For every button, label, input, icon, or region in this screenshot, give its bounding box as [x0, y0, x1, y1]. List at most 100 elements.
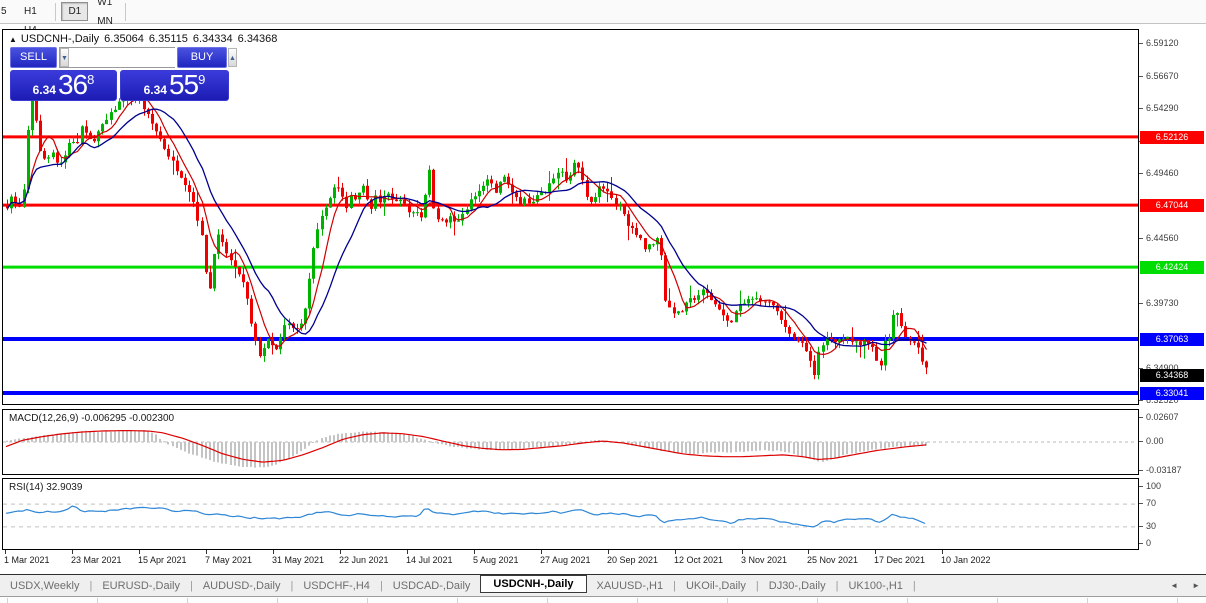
rsi-panel[interactable]: RSI(14) 32.9039 [2, 478, 1139, 550]
tab-separator: | [673, 579, 676, 592]
chart-tab-uk100-h1[interactable]: UK100-,H1 [848, 579, 903, 592]
toolbar-separator [124, 2, 126, 21]
level-price-label: 6.37063 [1140, 333, 1204, 346]
price-axis[interactable]: 6.591206.566706.542906.518406.494606.445… [1139, 29, 1206, 405]
date-tick [942, 550, 943, 554]
bid-price-main: 36 [57, 69, 88, 100]
pane-column-divider [277, 598, 278, 603]
date-tick [541, 550, 542, 554]
chart-tab-usdchf-h4[interactable]: USDCHF-,H4 [303, 579, 370, 592]
tab-scroll-left-icon[interactable]: ◄ [1170, 581, 1179, 590]
chart-tab-dj30-daily[interactable]: DJ30-,Daily [768, 579, 826, 592]
price-tick-label: 6.59120 [1146, 38, 1179, 48]
volume-decrease-icon[interactable]: ▼ [60, 48, 69, 67]
pane-column-divider [367, 598, 368, 603]
rsi-axis: 100 70 30 0 [1139, 478, 1206, 550]
chart-tab-usdx-weekly[interactable]: USDX,Weekly [10, 579, 80, 592]
date-label: 12 Oct 2021 [674, 555, 724, 565]
rsi-tick-label: 0 [1146, 538, 1152, 548]
bid-price-button[interactable]: 6.34 36 8 [10, 70, 117, 101]
ohlc-close: 6.34368 [237, 33, 278, 45]
level-lines-layer [3, 135, 1138, 395]
date-tick [875, 550, 876, 554]
date-tick [474, 550, 475, 554]
collapse-arrow-icon[interactable]: ▲ [9, 35, 17, 44]
tab-separator: | [755, 579, 759, 592]
price-tick-label: 6.32520 [1146, 395, 1179, 405]
pane-column-divider [907, 598, 908, 603]
axis-tick [1139, 417, 1143, 418]
pane-column-divider [997, 598, 998, 603]
date-label: 5 Aug 2021 [473, 555, 519, 565]
chart-tab-usdcnh-daily[interactable]: USDCNH-,Daily [480, 575, 587, 593]
axis-tick [1139, 503, 1143, 504]
ask-price-button[interactable]: 6.34 55 9 [120, 70, 229, 101]
axis-tick [1139, 526, 1143, 527]
terminal-pane-edge [0, 596, 1206, 603]
tab-separator: | [379, 579, 383, 592]
axis-tick [1139, 368, 1143, 369]
candles-layer [6, 82, 928, 380]
volume-increase-icon[interactable]: ▲ [227, 48, 237, 67]
date-label: 22 Jun 2021 [339, 555, 389, 565]
axis-tick [1139, 76, 1143, 77]
price-chart-panel[interactable]: ▲ USDCNH-,Daily 6.35064 6.35115 6.34334 6.343… [2, 29, 1139, 405]
date-tick [407, 550, 408, 554]
tab-separator: | [290, 579, 294, 592]
timeframe-button-m5[interactable]: 5 [1, 6, 7, 17]
macd-canvas[interactable] [3, 410, 1136, 472]
date-axis[interactable]: 1 Mar 2021 23 Mar 2021 15 Apr 2021 7 May 20… [2, 550, 1139, 568]
timeframe-button-d1[interactable]: D1 [61, 2, 89, 21]
sell-button[interactable]: SELL [10, 47, 57, 68]
chart-tab-usdcad-daily[interactable]: USDCAD-,Daily [392, 579, 471, 592]
bid-price-pip: 8 [87, 72, 95, 87]
pane-column-divider [97, 598, 98, 603]
timeframe-button-w1[interactable]: W1 [97, 0, 113, 8]
macd-tick-label: -0.03187 [1146, 465, 1182, 475]
axis-tick [1139, 43, 1143, 44]
price-tick-label: 6.34900 [1146, 363, 1179, 373]
pane-column-divider [817, 598, 818, 603]
axis-tick [1139, 400, 1143, 401]
date-label: 25 Nov 2021 [807, 555, 859, 565]
date-label: 23 Mar 2021 [71, 555, 122, 565]
timeframe-button-mn[interactable]: MN [97, 15, 113, 27]
price-tick-label: 6.54290 [1146, 103, 1179, 113]
ask-price-prefix: 6.34 [143, 83, 167, 97]
rsi-canvas[interactable] [3, 479, 1136, 547]
pane-column-divider [1177, 598, 1178, 603]
level-price-label: 6.47044 [1140, 199, 1204, 212]
rsi-label: RSI(14) 32.9039 [9, 482, 83, 493]
tab-separator: | [89, 579, 93, 592]
level-price-label: 6.33041 [1140, 387, 1204, 400]
rsi-line [5, 505, 926, 528]
price-chart-canvas[interactable] [3, 30, 1138, 404]
chart-title: ▲ USDCNH-,Daily 6.35064 6.35115 6.34334 6.343… [9, 33, 282, 45]
date-tick [139, 550, 140, 554]
date-tick [742, 550, 743, 554]
tab-separator: | [835, 579, 839, 592]
date-tick [340, 550, 341, 554]
pane-column-divider [547, 598, 548, 603]
chart-tab-eurusd-daily[interactable]: EURUSD-,Daily [102, 579, 180, 592]
axis-tick [1139, 173, 1143, 174]
ohlc-high: 6.35115 [148, 33, 188, 45]
date-label: 27 Aug 2021 [540, 555, 591, 565]
axis-tick [1139, 543, 1143, 544]
ma-slow-line [6, 108, 927, 347]
chart-tab-ukoil-daily[interactable]: UKOil-,Daily [685, 579, 746, 592]
buy-button[interactable]: BUY [177, 47, 227, 68]
macd-axis: 0.02607 0.00 -0.03187 [1139, 409, 1206, 475]
date-label: 15 Apr 2021 [138, 555, 187, 565]
tab-scroll-right-icon[interactable]: ► [1192, 581, 1200, 590]
chart-tab-xauusd-h1[interactable]: XAUUSD-,H1 [596, 579, 664, 592]
chart-tab-audusd-daily[interactable]: AUDUSD-,Daily [202, 579, 281, 592]
timeframe-button-h1[interactable]: H1 [24, 6, 37, 17]
ohlc-low: 6.34334 [192, 33, 233, 45]
macd-tick-label: 0.02607 [1146, 412, 1179, 422]
pane-column-divider [7, 598, 8, 603]
tab-separator: | [189, 579, 193, 592]
macd-panel[interactable]: MACD(12,26,9) -0.006295 -0.002300 [2, 409, 1139, 475]
macd-histogram-layer [6, 430, 927, 468]
